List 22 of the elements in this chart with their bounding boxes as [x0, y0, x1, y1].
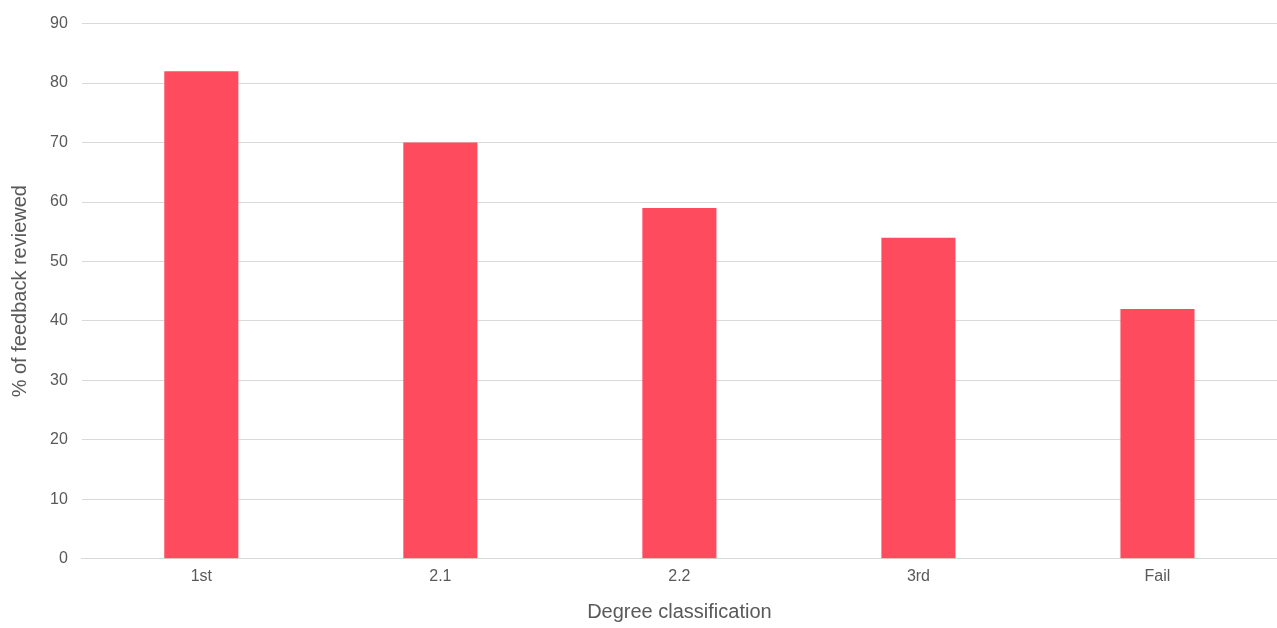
y-tick-label: 0: [58, 549, 68, 567]
bar: [403, 142, 478, 559]
bar: [164, 71, 239, 559]
y-tick-label: 90: [50, 14, 68, 32]
x-tick-label: 3rd: [906, 566, 930, 584]
bar: [1120, 309, 1195, 559]
bar: [642, 207, 717, 559]
x-tick-label: 1st: [190, 566, 213, 584]
y-tick-label: 70: [50, 132, 68, 150]
x-axis-title: Degree classification: [587, 599, 772, 622]
x-tick-label: 2.2: [668, 566, 691, 584]
y-tick-label: 50: [50, 251, 68, 269]
y-axis-title: % of feedback reviewed: [7, 185, 30, 398]
bar: [881, 237, 956, 559]
y-tick-label: 60: [50, 192, 68, 210]
x-tick-label: 2.1: [429, 566, 452, 584]
y-tick-label: 10: [50, 489, 68, 507]
y-tick-label: 20: [50, 430, 68, 448]
y-tick-label: 40: [50, 311, 68, 329]
y-tick-label: 80: [50, 73, 68, 91]
y-tick-label: 30: [50, 370, 68, 388]
x-tick-label: Fail: [1144, 566, 1171, 584]
